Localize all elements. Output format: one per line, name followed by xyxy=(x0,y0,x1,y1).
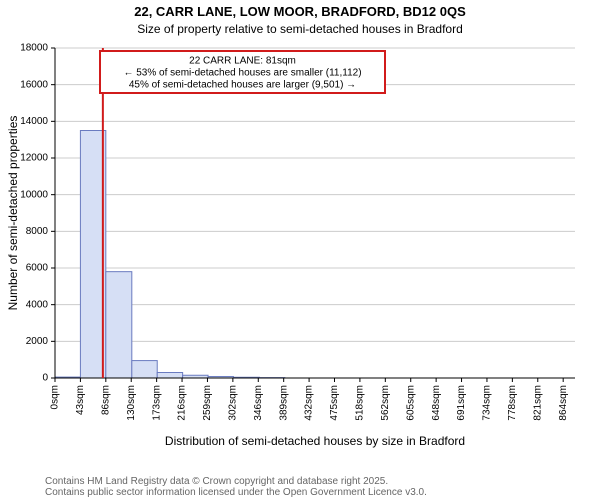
histogram-bar xyxy=(132,361,157,378)
footer-line-2: Contains public sector information licen… xyxy=(45,487,427,498)
attribution-text: Contains HM Land Registry data © Crown c… xyxy=(45,476,427,498)
xtick-label: 259sqm xyxy=(202,385,213,421)
xtick-label: 43sqm xyxy=(75,385,86,415)
xtick-label: 648sqm xyxy=(431,385,442,421)
callout-line-1: 22 CARR LANE: 81sqm xyxy=(189,56,296,67)
xtick-label: 562sqm xyxy=(380,385,391,421)
xtick-label: 691sqm xyxy=(456,385,467,421)
ytick-label: 2000 xyxy=(26,336,49,347)
histogram-plot: 0 2000 4000 6000 8000 10000 12000 14000 16000 180… xyxy=(0,0,600,500)
ytick-label: 10000 xyxy=(20,189,48,200)
xtick-label: 0sqm xyxy=(50,385,61,409)
xtick-label: 302sqm xyxy=(228,385,239,421)
footer-line-1: Contains HM Land Registry data © Crown c… xyxy=(45,476,427,487)
xtick-label: 389sqm xyxy=(278,385,289,421)
plot-area xyxy=(55,48,575,378)
ytick-label: 4000 xyxy=(26,299,49,310)
xtick-label: 605sqm xyxy=(405,385,416,421)
ytick-label: 0 xyxy=(42,373,48,384)
xtick-label: 734sqm xyxy=(482,385,493,421)
xtick-label: 173sqm xyxy=(151,385,162,421)
ytick-label: 12000 xyxy=(20,153,48,164)
ytick-label: 6000 xyxy=(26,263,49,274)
ytick-label: 8000 xyxy=(26,226,49,237)
ytick-label: 18000 xyxy=(20,43,48,54)
histogram-bar xyxy=(106,272,132,378)
xtick-label: 86sqm xyxy=(100,385,111,415)
x-axis-label: Distribution of semi-detached houses by … xyxy=(165,434,465,448)
xtick-label: 216sqm xyxy=(177,385,188,421)
xtick-label: 432sqm xyxy=(304,385,315,421)
xtick-label: 864sqm xyxy=(558,385,569,421)
xtick-label: 346sqm xyxy=(253,385,264,421)
histogram-bar xyxy=(157,373,182,379)
xtick-label: 778sqm xyxy=(507,385,518,421)
ytick-label: 16000 xyxy=(20,79,48,90)
xtick-label: 130sqm xyxy=(126,385,137,421)
xtick-label: 475sqm xyxy=(329,385,340,421)
xtick-label: 518sqm xyxy=(355,385,366,421)
y-axis-label: Number of semi-detached properties xyxy=(6,116,20,311)
callout-line-2: ← 53% of semi-detached houses are smalle… xyxy=(123,68,361,79)
callout-line-3: 45% of semi-detached houses are larger (… xyxy=(129,80,356,91)
ytick-label: 14000 xyxy=(20,116,48,127)
xtick-label: 821sqm xyxy=(532,385,543,421)
chart-container: 22, CARR LANE, LOW MOOR, BRADFORD, BD12 … xyxy=(0,0,600,500)
